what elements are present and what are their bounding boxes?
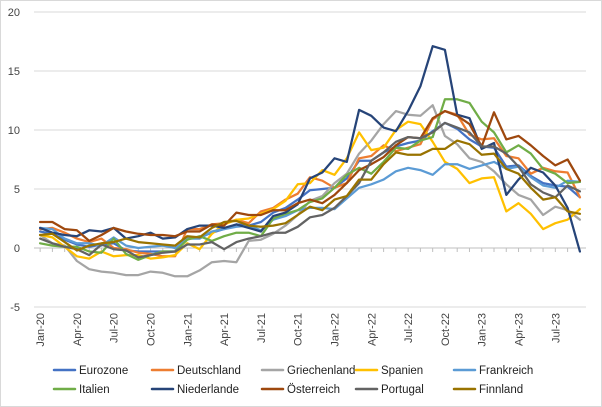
legend-label: Finnland xyxy=(479,384,523,396)
series-line-finnland xyxy=(38,139,582,252)
x-tick-label: Apr-22 xyxy=(366,313,378,346)
legend-label: Portugal xyxy=(381,384,424,396)
y-tick-label: 10 xyxy=(8,125,20,137)
legend-label: Spanien xyxy=(381,365,423,377)
x-tick-label: Jan-23 xyxy=(477,313,489,347)
x-tick-label: Oct-20 xyxy=(146,313,158,346)
x-tick-label: Oct-21 xyxy=(293,313,305,346)
gridlines xyxy=(34,11,586,308)
y-tick-label: -5 xyxy=(10,302,20,314)
legend-label: Eurozone xyxy=(79,365,128,377)
y-tick-label: 20 xyxy=(8,7,20,19)
legend-label: Griechenland xyxy=(287,365,355,377)
x-tick-label: Apr-23 xyxy=(514,313,526,346)
y-tick-label: 0 xyxy=(14,243,20,255)
legend: Eurozone Deutschland Griechenland Spanien Fr… xyxy=(52,365,533,396)
series-line-italien xyxy=(38,98,582,261)
x-axis: Jan-20 Apr-20 Jul-20 Oct-20 Jan-21 Apr-21 Jul-… xyxy=(35,248,581,347)
legend-label: Deutschland xyxy=(177,365,241,377)
series-line-griechenland xyxy=(38,104,582,278)
x-tick-label: Jul-21 xyxy=(256,313,268,343)
x-tick-label: Jan-21 xyxy=(182,313,194,347)
legend-label: Österreich xyxy=(287,384,340,396)
series-lines xyxy=(38,45,582,278)
x-tick-label: Apr-21 xyxy=(219,313,231,346)
legend-label: Niederlande xyxy=(177,384,239,396)
x-tick-label: Jul-20 xyxy=(109,313,121,343)
legend-label: Frankreich xyxy=(479,365,533,377)
x-tick-label: Apr-20 xyxy=(72,313,84,346)
x-tick-label: Jul-22 xyxy=(403,313,415,343)
x-tick-label: Jan-22 xyxy=(330,313,342,347)
y-axis: -5 0 5 10 15 20 xyxy=(8,7,20,314)
legend-label: Italien xyxy=(79,384,110,396)
series-line-niederlande xyxy=(38,45,582,253)
x-tick-label: Jul-23 xyxy=(550,313,562,343)
series-line-portugal xyxy=(38,121,582,259)
y-tick-label: 5 xyxy=(14,184,20,196)
y-tick-label: 15 xyxy=(8,66,20,78)
x-tick-label: Jan-20 xyxy=(35,313,47,347)
x-tick-label: Oct-22 xyxy=(440,313,452,346)
series-line-österreich xyxy=(38,109,582,243)
